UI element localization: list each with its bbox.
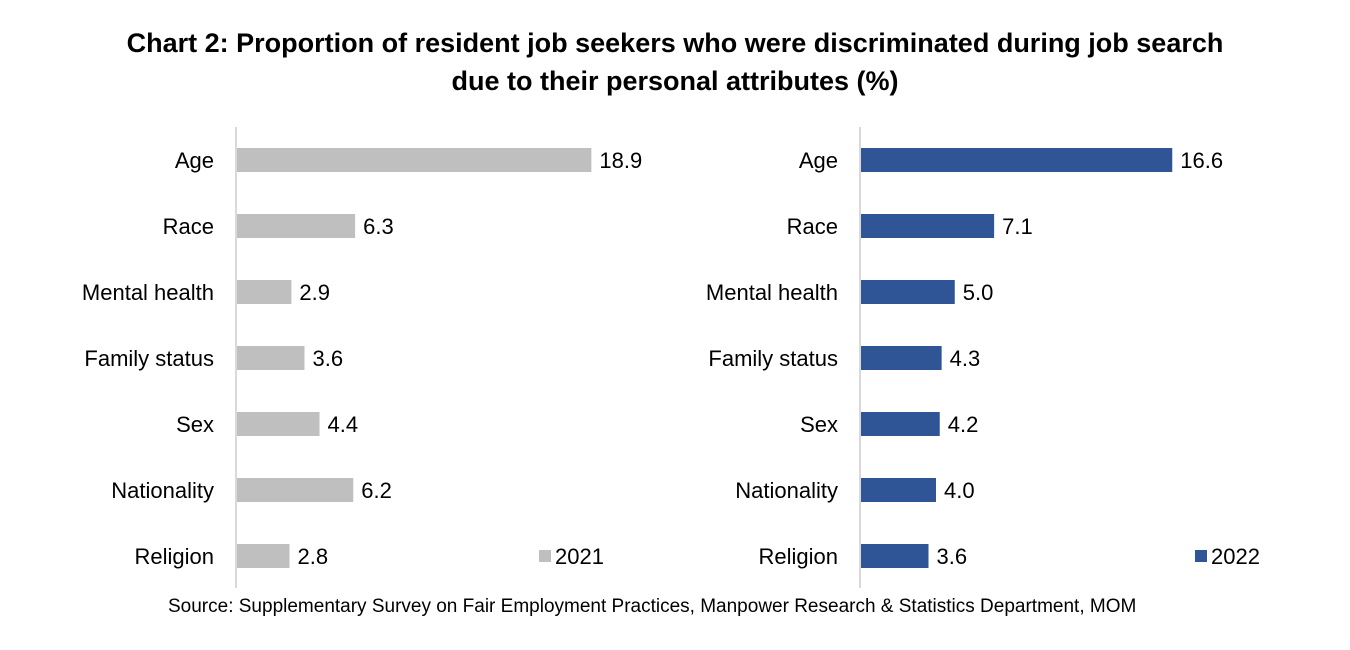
data-label-religion-2022: 3.6 [937, 544, 968, 569]
bar-mental-health-2022 [861, 280, 955, 304]
bar-nationality-2022 [861, 478, 936, 502]
category-label-nationality-2022: Nationality [735, 478, 838, 503]
category-label-race-2021: Race [163, 214, 214, 239]
bar-sex-2022 [861, 412, 940, 436]
source-note: Source: Supplementary Survey on Fair Emp… [168, 596, 1137, 617]
category-label-race-2022: Race [787, 214, 838, 239]
bar-religion-2021 [237, 544, 290, 568]
bar-mental-health-2021 [237, 280, 292, 304]
chart-panel-2022: Age 16.6 Race 7.1 Mental health 5.0 Family sta… [706, 127, 1260, 588]
chart-title: Chart 2: Proportion of resident job seek… [0, 24, 1350, 100]
chart-title-line-2: due to their personal attributes (%) [451, 66, 899, 96]
category-label-family-status-2022: Family status [708, 346, 838, 371]
bar-nationality-2021 [237, 478, 354, 502]
category-label-sex-2021: Sex [176, 412, 214, 437]
data-label-family-status-2021: 3.6 [313, 346, 344, 371]
data-label-mental-health-2021: 2.9 [299, 280, 330, 305]
bar-race-2022 [861, 214, 995, 238]
data-label-family-status-2022: 4.3 [950, 346, 981, 371]
bar-age-2022 [861, 148, 1173, 172]
data-label-age-2022: 16.6 [1180, 148, 1223, 173]
category-label-family-status-2021: Family status [84, 346, 214, 371]
bar-sex-2021 [237, 412, 320, 436]
bar-race-2021 [237, 214, 356, 238]
category-label-age-2021: Age [175, 148, 214, 173]
chart-title-line-1: Chart 2: Proportion of resident job seek… [126, 28, 1224, 58]
data-label-nationality-2022: 4.0 [944, 478, 975, 503]
data-label-religion-2021: 2.8 [298, 544, 329, 569]
category-label-nationality-2021: Nationality [111, 478, 214, 503]
bar-age-2021 [237, 148, 592, 172]
legend-swatch-2021 [539, 550, 551, 562]
chart-panel-2021: Age 18.9 Race 6.3 Mental health 2.9 Family sta… [82, 127, 642, 588]
data-label-nationality-2021: 6.2 [361, 478, 392, 503]
category-label-sex-2022: Sex [800, 412, 838, 437]
bar-family-status-2022 [861, 346, 942, 370]
data-label-sex-2022: 4.2 [948, 412, 979, 437]
category-label-mental-health-2021: Mental health [82, 280, 214, 305]
data-label-mental-health-2022: 5.0 [963, 280, 994, 305]
category-label-religion-2021: Religion [135, 544, 215, 569]
bar-family-status-2021 [237, 346, 305, 370]
category-label-age-2022: Age [799, 148, 838, 173]
legend-swatch-2022 [1195, 550, 1207, 562]
data-label-age-2021: 18.9 [599, 148, 642, 173]
data-label-sex-2021: 4.4 [328, 412, 359, 437]
bar-religion-2022 [861, 544, 929, 568]
data-label-race-2021: 6.3 [363, 214, 394, 239]
category-label-religion-2022: Religion [759, 544, 839, 569]
category-label-mental-health-2022: Mental health [706, 280, 838, 305]
data-label-race-2022: 7.1 [1002, 214, 1033, 239]
legend-label-2021: 2021 [555, 544, 604, 569]
legend-label-2022: 2022 [1211, 544, 1260, 569]
